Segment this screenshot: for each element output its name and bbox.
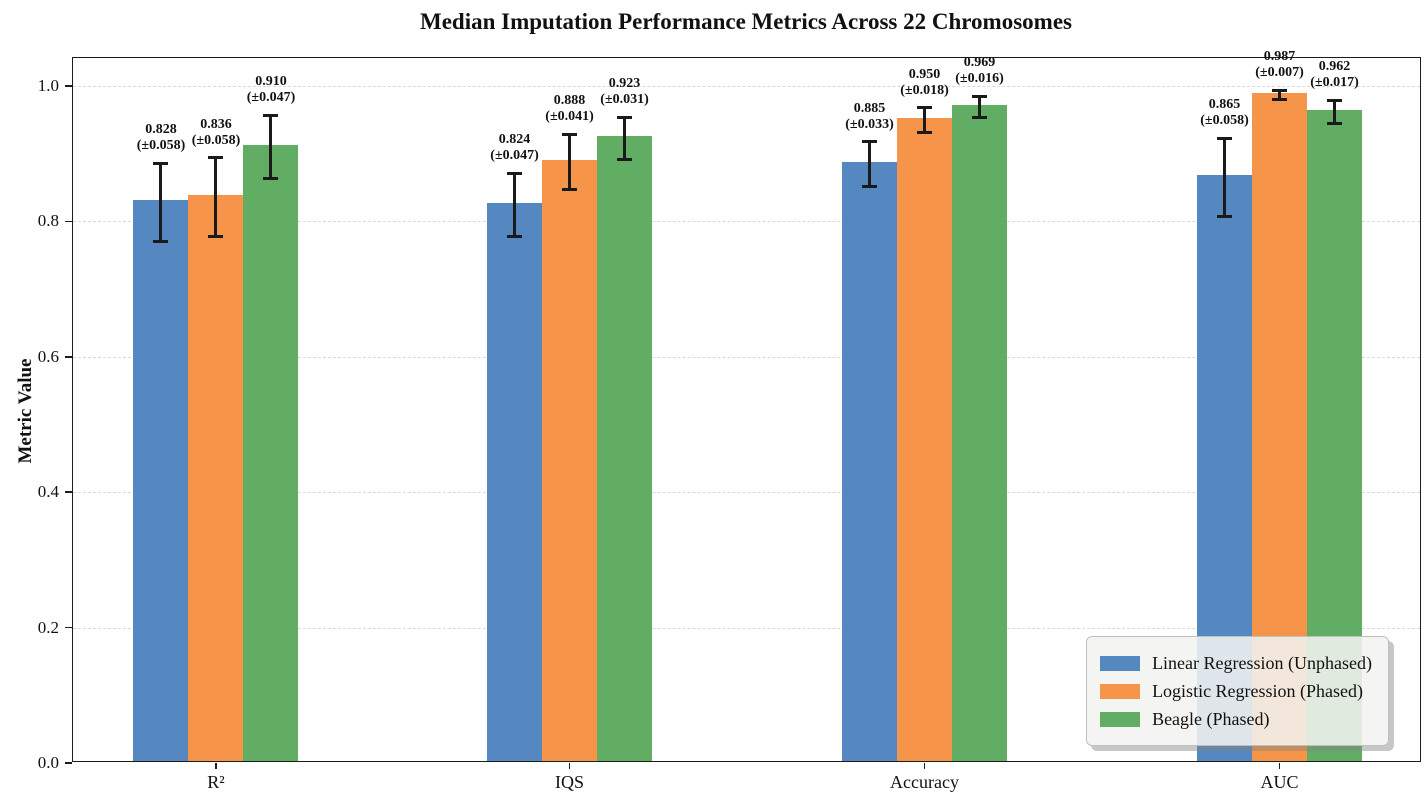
chart-title: Median Imputation Performance Metrics Ac… [420,9,1072,34]
bar-linear-regression-unphased [841,161,897,761]
bar-linear-regression-unphased [487,203,543,761]
legend-item: Logistic Regression (Phased) [1100,677,1372,705]
error-bar-cap [971,116,987,120]
error-bar-cap [1272,88,1288,92]
error-bar [922,107,926,133]
bar-value-label: 0.865 (±0.058) [1200,97,1249,129]
legend-swatch [1100,683,1141,699]
error-bar [1333,100,1337,124]
x-tick-label: Accuracy [890,772,959,792]
bar-value-label: 0.836 (±0.058) [191,116,241,148]
error-bar [269,115,273,179]
error-bar [159,163,163,242]
y-tick-label: 0.0 [37,753,59,772]
error-bar-cap [916,130,932,134]
error-bar-cap [1217,215,1233,219]
error-bar-cap [562,188,578,192]
error-bar [623,117,627,160]
bar-value-label: 0.824 (±0.047) [490,132,539,164]
bar-value-label: 0.910 (±0.047) [246,74,296,106]
error-bar [214,157,218,237]
error-bar-cap [971,94,987,98]
error-bar-cap [1327,98,1343,102]
y-tick-mark [64,220,72,223]
bar-value-label: 0.885 (±0.033) [845,100,894,132]
bar-value-label: 0.969 (±0.016) [955,55,1004,87]
x-tick-label: IQS [555,772,585,792]
plot-area: 0.828 (±0.058) 0.836 (±0.058) 0.910 (±0.04… [38,49,1421,792]
y-tick-mark [64,491,72,493]
bar-logistic-regression-phased [896,117,952,761]
error-bar [1223,138,1227,217]
legend-swatch [1100,711,1141,727]
error-bar [1278,90,1282,100]
x-tick-label: AUC [1260,772,1299,792]
error-bar-cap [861,140,877,144]
x-tick-mark [1278,763,1281,769]
y-tick-label: 0.4 [37,482,59,502]
legend-item: Linear Regression (Unphased) [1100,649,1372,677]
y-gridline [73,492,1420,494]
error-bar-cap [208,234,224,238]
y-gridline [73,627,1420,629]
y-tick-mark [64,85,72,87]
legend-item-label: Linear Regression (Unphased) [1152,652,1372,673]
error-bar-cap [153,240,169,244]
y-axis-label: Metric Value [15,358,36,464]
bar-value-label: 0.987 (±0.007) [1255,49,1304,81]
error-bar [977,96,981,118]
error-bar-cap [861,184,877,188]
bar-value-label: 0.950 (±0.018) [900,66,949,98]
bar-beagle-phased [597,136,653,761]
x-tick-label: R² [207,772,225,792]
error-bar-cap [153,161,169,165]
x-tick-mark [568,763,571,769]
legend-item-label: Logistic Regression (Phased) [1152,680,1364,701]
error-bar-cap [208,156,224,160]
error-bar-cap [263,177,279,181]
legend: Linear Regression (Unphased) Logistic Reg… [1086,636,1389,746]
bar-logistic-regression-phased [188,195,244,761]
bar-beagle-phased [243,144,299,761]
error-bar [568,134,572,190]
error-bar-cap [916,106,932,110]
y-tick-label: 0.2 [37,617,59,637]
y-tick-mark [64,626,72,629]
y-tick-mark [64,356,72,358]
error-bar-cap [507,235,523,239]
legend-swatch [1100,655,1141,671]
bar-value-label: 0.962 (±0.017) [1310,59,1359,91]
bar-value-label: 0.888 (±0.041) [545,93,594,125]
error-bar-cap [617,157,633,161]
bar-linear-regression-unphased [133,200,189,761]
error-bar [867,141,871,187]
y-tick-mark [64,762,72,764]
y-gridline [73,356,1420,358]
y-gridline [73,86,1420,88]
y-tick-label: 0.8 [37,211,59,231]
y-tick-label: 1.0 [37,76,59,96]
error-bar-cap [1272,98,1288,102]
legend-item-label: Beagle (Phased) [1152,708,1270,729]
error-bar-cap [1327,121,1343,125]
error-bar-cap [263,113,279,117]
error-bar [513,173,517,237]
y-gridline [73,221,1420,223]
x-tick-mark [923,763,926,769]
error-bar-cap [562,132,578,136]
bar-value-label: 0.923 (±0.031) [600,76,649,108]
bar-beagle-phased [951,105,1007,761]
error-bar-cap [507,171,523,175]
bar-value-label: 0.828 (±0.058) [136,122,186,154]
y-tick-label: 0.6 [37,346,59,366]
legend-item: Beagle (Phased) [1100,705,1372,733]
error-bar-cap [617,115,633,119]
bar-logistic-regression-phased [542,159,598,761]
error-bar-cap [1217,136,1233,140]
x-tick-mark [215,763,217,769]
